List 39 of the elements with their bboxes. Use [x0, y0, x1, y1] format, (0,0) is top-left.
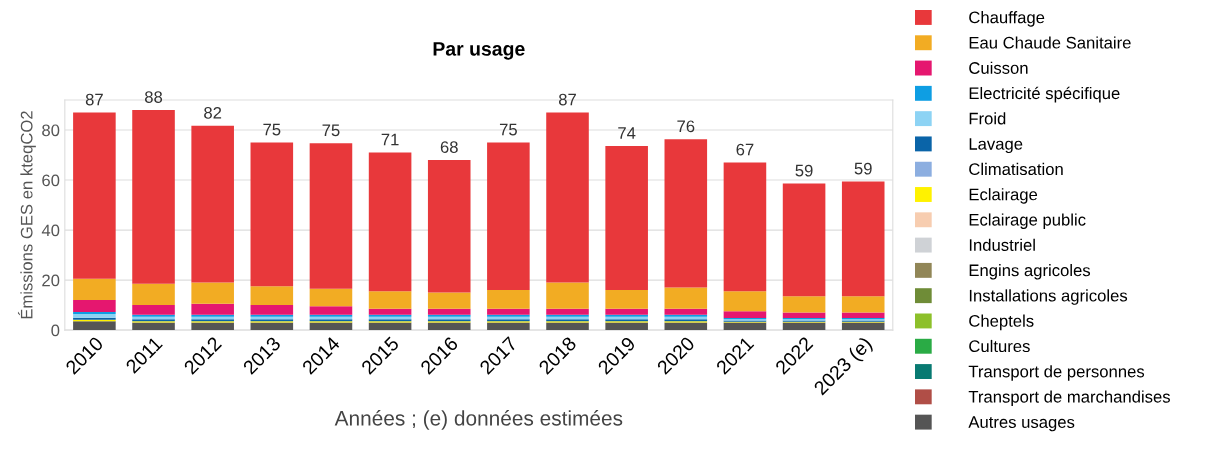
- total-label: 59: [854, 162, 872, 175]
- total-label: 88: [144, 91, 163, 103]
- legend-label: Cultures: [969, 339, 1030, 353]
- total-label: 87: [558, 93, 576, 106]
- legend-label: Installations agricoles: [969, 289, 1128, 305]
- total-label: 67: [736, 143, 754, 156]
- total-label: 76: [677, 120, 695, 133]
- legend-label: Eclairage: [969, 188, 1038, 204]
- legend-label: Transport de marchandises: [968, 390, 1170, 406]
- legend-label: Electricité spécifique: [969, 86, 1120, 103]
- legend-label: Transport de personnes: [968, 365, 1145, 381]
- y-tick-label: 0: [51, 324, 60, 337]
- total-label: 75: [263, 123, 281, 136]
- chart-title: Par usage: [433, 42, 525, 60]
- total-label: 59: [795, 164, 813, 177]
- legend-label: Chauffage: [969, 11, 1045, 27]
- legend-label: Climatisation: [969, 162, 1063, 176]
- legend-label: Cheptels: [969, 314, 1034, 331]
- y-tick-label: 80: [42, 124, 60, 137]
- legend-label: Froid: [969, 112, 1006, 125]
- legend-label: Engins agricoles: [969, 264, 1091, 280]
- legend-label: Eau Chaude Sanitaire: [969, 36, 1131, 49]
- legend-label: Eclairage public: [969, 213, 1086, 229]
- total-label: 82: [204, 106, 222, 119]
- total-label: 68: [440, 141, 458, 153]
- legend-label: Lavage: [969, 138, 1023, 154]
- total-label: 71: [381, 133, 399, 146]
- total-label: 87: [85, 93, 103, 106]
- legend-label: Autres usages: [968, 416, 1075, 432]
- y-axis-title: Émissions GES en kteqCO2: [17, 111, 36, 319]
- y-tick-label: 60: [42, 174, 60, 187]
- y-tick-label: 20: [42, 274, 60, 287]
- total-label: 75: [322, 124, 340, 137]
- legend-label: Cuisson: [969, 61, 1028, 74]
- x-axis-title: Années ; (e) données estimées: [334, 410, 623, 430]
- total-label: 75: [499, 123, 517, 136]
- legend-label: Industriel: [969, 238, 1035, 251]
- y-tick-label: 40: [41, 224, 60, 237]
- total-label: 74: [618, 127, 636, 139]
